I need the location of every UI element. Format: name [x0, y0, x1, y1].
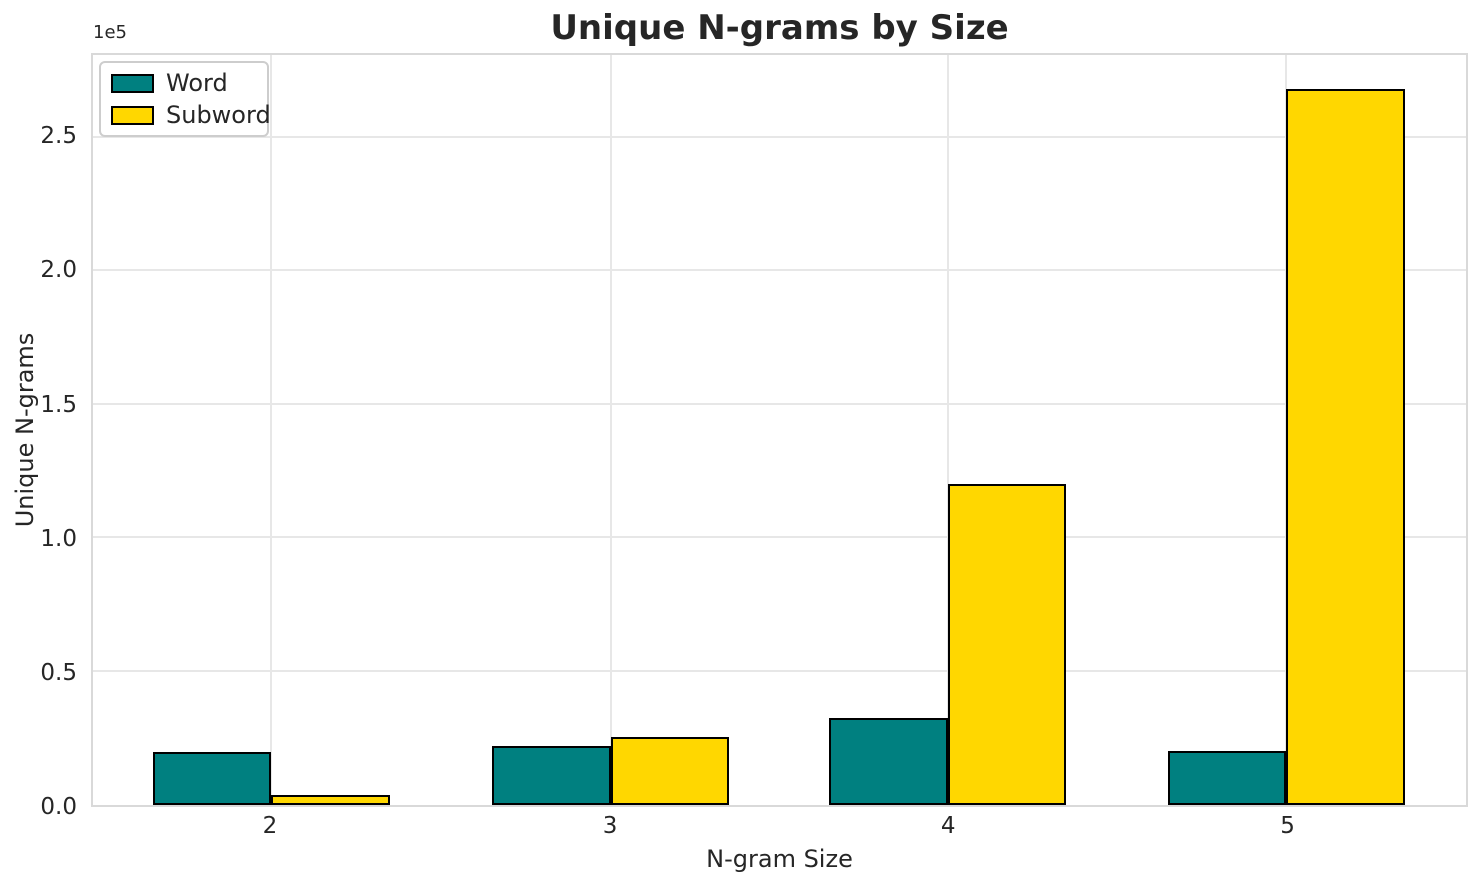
legend: Word Subword: [99, 61, 271, 137]
x-tick-label: 3: [602, 813, 618, 839]
y-tick-label: 2.5: [40, 123, 77, 150]
bar-subword-4: [947, 484, 1067, 805]
y-tick-label: 2.0: [40, 257, 77, 284]
gridline-horizontal: [93, 669, 1466, 672]
legend-label: Subword: [166, 101, 271, 129]
y-axis-offset-text: 1e5: [93, 22, 127, 43]
gridline-horizontal: [93, 135, 1466, 138]
gridline-horizontal: [93, 402, 1466, 405]
y-tick-label: 1.5: [40, 391, 77, 418]
bar-word-3: [491, 746, 611, 805]
x-tick-label: 4: [940, 813, 956, 839]
legend-entry-subword: Subword: [111, 102, 271, 128]
x-tick-label: 2: [262, 813, 278, 839]
y-tick-label: 1.0: [40, 525, 77, 552]
bar-word-4: [829, 717, 948, 805]
gridline-horizontal: [93, 536, 1466, 539]
legend-label: Word: [166, 69, 228, 97]
gridline-vertical: [946, 55, 949, 805]
y-tick-label: 0.0: [40, 794, 77, 820]
gridline-vertical: [609, 55, 612, 805]
bar-word-2: [152, 751, 272, 805]
plot-area: [91, 53, 1468, 807]
bar-subword-2: [271, 795, 391, 805]
legend-swatch: [111, 105, 154, 125]
bar-subword-5: [1286, 89, 1405, 805]
y-axis-label: Unique N-grams: [11, 332, 39, 528]
x-tick-label: 5: [1280, 813, 1295, 839]
gridline-vertical: [270, 55, 273, 805]
x-axis-label: N-gram Size: [706, 845, 853, 873]
legend-entry-word: Word: [111, 70, 257, 96]
y-tick-label: 0.5: [40, 659, 77, 686]
gridline-horizontal: [93, 269, 1466, 272]
bar-word-5: [1167, 751, 1287, 805]
legend-swatch: [111, 73, 154, 93]
chart-title: Unique N-grams by Size: [550, 8, 1009, 48]
bar-subword-3: [610, 736, 730, 805]
